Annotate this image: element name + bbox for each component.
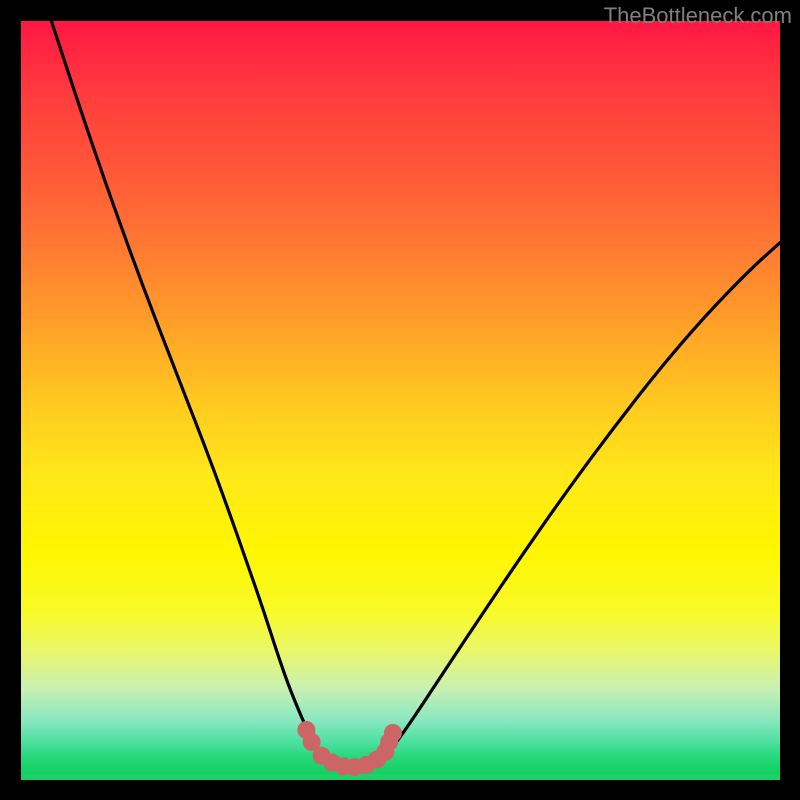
chart-gradient-background bbox=[21, 21, 780, 780]
chart-green-baseline bbox=[21, 774, 780, 780]
watermark-text: TheBottleneck.com bbox=[604, 3, 792, 29]
